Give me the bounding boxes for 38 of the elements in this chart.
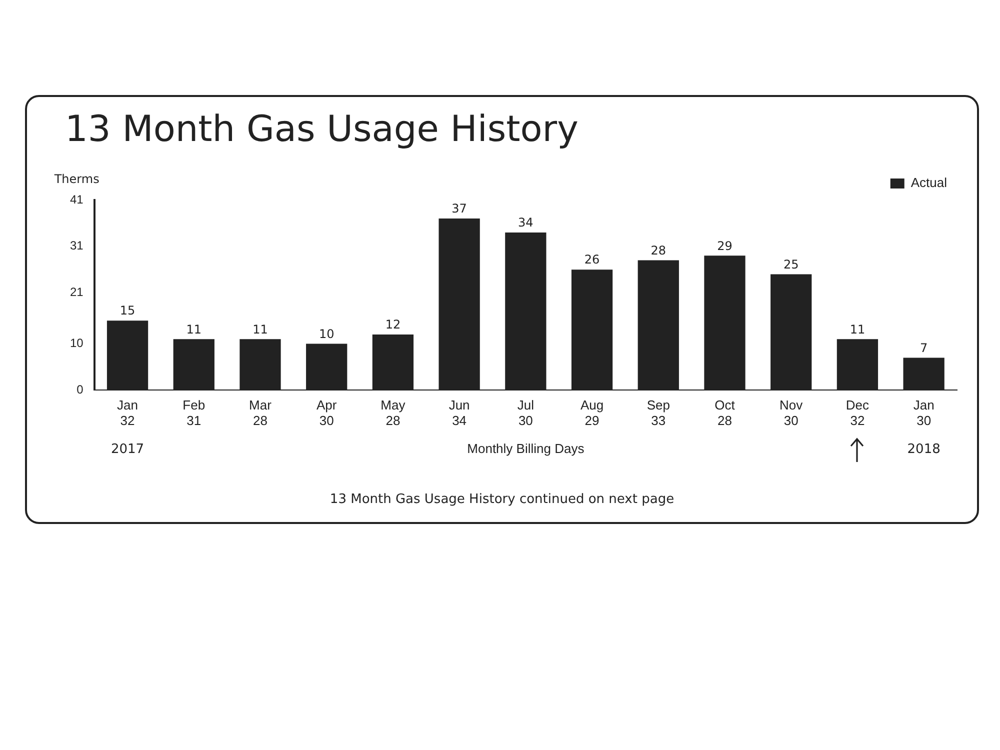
x-axis-title: Monthly Billing Days <box>467 440 585 456</box>
data-label: 11 <box>252 322 268 336</box>
x-tick-label: Jul 30 <box>517 398 534 428</box>
y-tick-label: 21 <box>70 285 84 300</box>
y-tick-label: 41 <box>70 192 84 206</box>
y-tick-label: 0 <box>76 382 84 397</box>
data-label: 12 <box>385 318 401 332</box>
data-label: 11 <box>850 322 866 336</box>
x-tick-label: Jun 34 <box>448 398 470 428</box>
chart-title: 13 Month Gas Usage History <box>65 109 578 150</box>
data-label: 7 <box>920 340 928 355</box>
legend-label: Actual <box>910 175 948 190</box>
x-tick-label: Nov 30 <box>780 398 804 428</box>
data-label: 26 <box>584 252 600 267</box>
data-label: 10 <box>318 326 334 341</box>
x-tick-label: Apr 30 <box>316 398 338 428</box>
data-label: 37 <box>452 202 467 216</box>
data-label: 34 <box>518 216 534 230</box>
x-tick-label: Aug 29 <box>580 398 604 428</box>
data-label: 25 <box>783 257 799 272</box>
text: 2018 <box>907 442 940 457</box>
y-tick-label: 31 <box>70 238 84 253</box>
x-tick-label: Mar 28 <box>249 398 272 428</box>
data-label: 11 <box>186 322 202 336</box>
x-tick-label: May 28 <box>380 398 406 428</box>
data-label: 29 <box>717 238 732 253</box>
text: 2017 <box>110 442 144 457</box>
data-label: 28 <box>650 243 666 258</box>
x-tick-label: Jan 30 <box>913 398 934 428</box>
y-tick-label: 10 <box>70 336 84 350</box>
x-tick-label: Jan 32 <box>117 398 138 428</box>
x-tick-label: Feb 31 <box>182 398 206 428</box>
data-label: 15 <box>120 304 136 318</box>
text: 13 Month Gas Usage History continued on next page <box>328 492 676 507</box>
y-axis-title: Therms <box>53 172 100 186</box>
x-tick-label: Dec 32 <box>846 398 870 428</box>
x-tick-label: Sep 33 <box>646 398 670 428</box>
x-tick-label: Oct 28 <box>714 398 736 428</box>
